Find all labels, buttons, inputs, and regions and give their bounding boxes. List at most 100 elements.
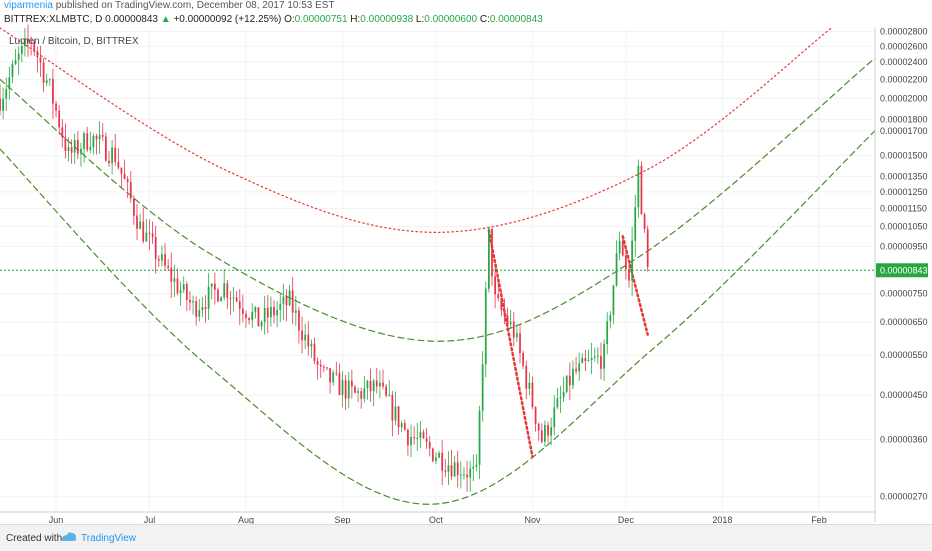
candle-body	[204, 307, 207, 310]
candle-body	[114, 147, 117, 163]
candle-body	[157, 258, 160, 261]
candle-body	[425, 438, 428, 443]
candle-body	[606, 321, 609, 345]
candle-body	[58, 110, 61, 128]
candle-body	[575, 368, 577, 372]
candle-body	[509, 321, 512, 325]
candle-body	[232, 297, 235, 299]
candle-body	[257, 307, 260, 327]
y-axis[interactable]: 0.00002800 0.00002600 0.00002400 0.00002200…	[880, 27, 928, 502]
y-tick-label: 0.00000750	[880, 289, 928, 299]
price-change: +0.00000092 (+12.25%)	[173, 14, 282, 25]
candle-body	[36, 51, 39, 58]
candle-body	[192, 301, 194, 303]
candle-body	[201, 307, 204, 311]
candle-body	[164, 254, 166, 266]
candle-body	[14, 59, 17, 65]
y-tick-label: 0.00000950	[880, 241, 928, 251]
y-tick-label: 0.00002800	[880, 27, 928, 37]
candle-body	[123, 173, 126, 180]
candle-body	[428, 442, 431, 449]
y-tick-label: 0.00002200	[880, 74, 928, 84]
close-value: 0.00000843	[489, 14, 543, 25]
y-tick-label: 0.00002400	[880, 57, 928, 67]
candle-body	[397, 406, 400, 428]
candle-body	[30, 41, 33, 43]
candle-body	[379, 382, 381, 387]
candle-body	[24, 38, 26, 47]
candle-body	[354, 386, 356, 393]
created-with-text: Created with	[6, 533, 63, 544]
candle-body	[372, 380, 375, 392]
candle-body	[129, 181, 132, 199]
candle-body	[139, 221, 142, 229]
publish-text: published on TradingView.com, December 0…	[55, 0, 335, 11]
candle-body	[45, 80, 48, 83]
x-tick-label: Oct	[429, 515, 444, 524]
candle-body	[646, 229, 649, 268]
candle-body	[73, 140, 76, 153]
candle-body	[494, 276, 496, 295]
x-tick-label: 2018	[712, 515, 732, 524]
candle-body	[326, 367, 328, 369]
candle-body	[388, 395, 391, 397]
tradingview-logo-icon[interactable]	[60, 530, 78, 547]
candle-body	[556, 398, 559, 408]
candle-body	[20, 46, 23, 54]
candle-body	[565, 375, 568, 392]
y-tick-label: 0.00001150	[880, 203, 927, 213]
tradingview-brand-link[interactable]: TradingView	[81, 533, 137, 544]
candle-body	[207, 286, 210, 310]
candle-body	[634, 207, 637, 241]
candle-body	[341, 380, 344, 395]
current-price-line: 0.00000843	[0, 263, 928, 278]
candles	[0, 24, 649, 492]
x-tick-label: Jun	[49, 515, 64, 524]
candle-body	[643, 214, 646, 230]
candle-body	[229, 297, 232, 299]
candle-body	[584, 357, 587, 362]
candle-body	[213, 283, 216, 290]
candle-body	[226, 283, 229, 298]
x-axis[interactable]: Jun Jul Aug Sep Oct Nov Dec 2018 Feb	[49, 515, 827, 524]
candle-body	[475, 464, 478, 467]
close-label: C:	[479, 14, 490, 25]
candle-body	[572, 368, 574, 386]
candle-body	[547, 424, 549, 436]
candle-body	[288, 290, 291, 306]
x-tick-label: Nov	[524, 515, 541, 524]
candle-body	[444, 470, 447, 472]
candle-body	[419, 432, 422, 439]
publish-header: viparmenia published on TradingView.com,…	[4, 0, 335, 14]
price-chart[interactable]: 0.00000843 0.00002800 0.00002600 0.0000240…	[0, 0, 932, 524]
y-tick-label: 0.00002000	[880, 93, 928, 103]
candle-body	[534, 407, 537, 424]
x-tick-label: Sep	[335, 515, 351, 524]
candle-body	[2, 98, 4, 111]
candle-body	[456, 462, 459, 476]
green-dashed-curve	[0, 130, 876, 505]
red-dotted-curve	[621, 235, 649, 336]
y-tick-label: 0.00000270	[880, 492, 928, 502]
candle-body	[39, 57, 42, 63]
candle-body	[450, 465, 453, 477]
high-value: 0.00000938	[360, 14, 414, 25]
candle-body	[291, 290, 294, 313]
author-link[interactable]: viparmenia	[4, 0, 53, 11]
y-tick-label: 0.00000650	[880, 317, 928, 327]
candle-body	[27, 38, 29, 42]
footer: Created with TradingView	[0, 524, 932, 551]
y-tick-label: 0.00001700	[880, 126, 928, 136]
candle-body	[612, 285, 615, 315]
candle-body	[441, 452, 444, 471]
up-arrow-icon: ▲	[160, 14, 171, 25]
candle-body	[435, 457, 437, 462]
candle-body	[481, 364, 484, 411]
candle-body	[294, 310, 297, 313]
overlay-curves	[0, 27, 876, 505]
candle-body	[600, 355, 602, 369]
candle-body	[310, 343, 313, 347]
candle-body	[98, 134, 101, 140]
candle-body	[506, 315, 509, 325]
candle-body	[369, 380, 372, 392]
